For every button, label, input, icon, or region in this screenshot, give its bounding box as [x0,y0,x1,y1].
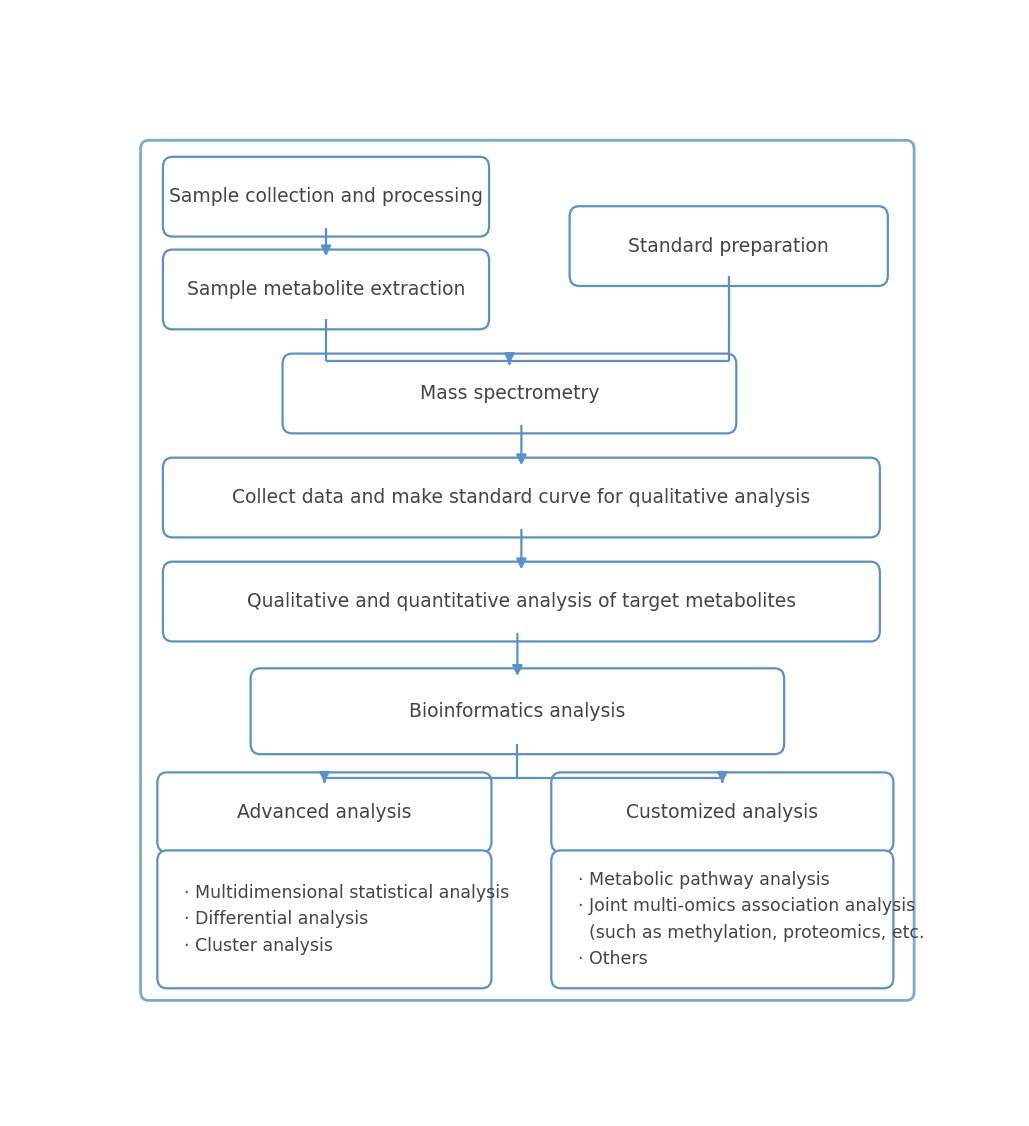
FancyBboxPatch shape [283,354,737,434]
FancyBboxPatch shape [157,850,492,989]
FancyBboxPatch shape [251,669,784,754]
FancyBboxPatch shape [552,850,893,989]
FancyBboxPatch shape [141,141,914,1000]
FancyBboxPatch shape [163,457,880,537]
Text: · Metabolic pathway analysis
· Joint multi-omics association analysis
  (such as: · Metabolic pathway analysis · Joint mul… [578,870,925,968]
Text: Standard preparation: Standard preparation [629,236,829,256]
Text: Qualitative and quantitative analysis of target metabolites: Qualitative and quantitative analysis of… [247,592,796,611]
FancyBboxPatch shape [552,772,893,852]
Text: Sample collection and processing: Sample collection and processing [169,187,483,206]
FancyBboxPatch shape [570,206,888,286]
Text: Sample metabolite extraction: Sample metabolite extraction [187,280,465,298]
Text: Collect data and make standard curve for qualitative analysis: Collect data and make standard curve for… [233,488,811,507]
Text: Mass spectrometry: Mass spectrometry [420,384,599,403]
FancyBboxPatch shape [157,772,492,852]
Text: · Multidimensional statistical analysis
· Differential analysis
· Cluster analys: · Multidimensional statistical analysis … [184,884,509,955]
Text: Advanced analysis: Advanced analysis [237,803,412,822]
FancyBboxPatch shape [163,250,489,329]
Text: Bioinformatics analysis: Bioinformatics analysis [410,701,626,721]
FancyBboxPatch shape [163,157,489,236]
Text: Customized analysis: Customized analysis [627,803,818,822]
FancyBboxPatch shape [163,562,880,642]
